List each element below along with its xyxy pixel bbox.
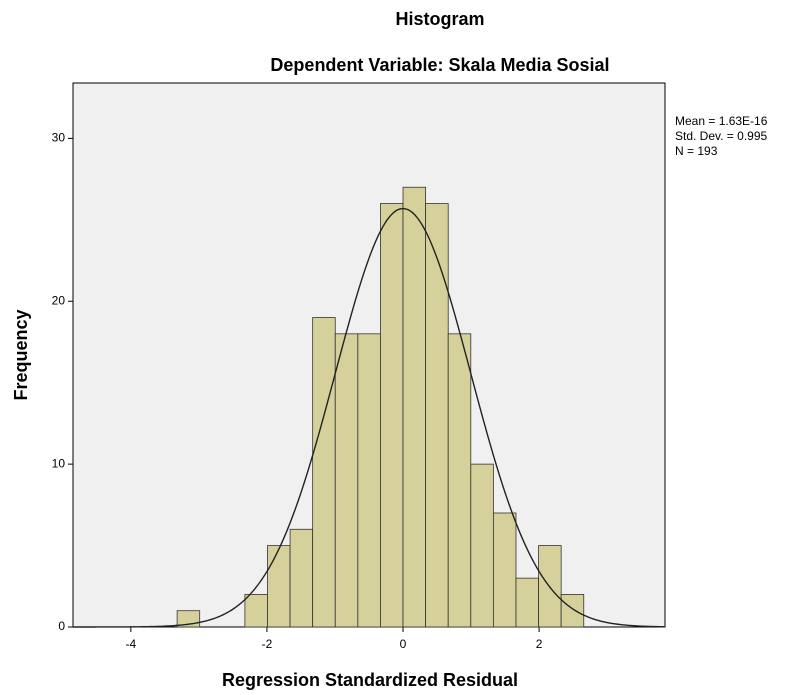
y-axis-label: Frequency xyxy=(11,309,31,400)
bar xyxy=(560,594,585,628)
x-tick-label: 2 xyxy=(536,637,543,651)
x-tick-label: 0 xyxy=(400,637,407,651)
bar xyxy=(470,463,494,628)
bar xyxy=(289,528,314,628)
bar xyxy=(492,512,517,628)
x-tick-label: -2 xyxy=(262,637,273,651)
y-tick-label: 0 xyxy=(58,619,65,633)
bar xyxy=(244,594,268,628)
stat-mean: Mean = 1.63E-16 xyxy=(675,114,768,128)
bar xyxy=(312,317,336,628)
bar xyxy=(402,186,427,628)
bar xyxy=(334,333,359,628)
chart-title: Histogram xyxy=(395,9,484,29)
bar xyxy=(357,333,381,628)
stat-n: N = 193 xyxy=(675,144,718,158)
y-tick-label: 10 xyxy=(52,456,66,470)
y-tick-label: 20 xyxy=(52,293,66,307)
x-tick-label: -4 xyxy=(126,637,137,651)
bar xyxy=(515,577,539,628)
bar xyxy=(447,333,472,628)
bar xyxy=(267,545,291,628)
bar xyxy=(425,203,449,628)
x-axis-label: Regression Standardized Residual xyxy=(222,670,518,690)
y-tick-label: 30 xyxy=(52,131,66,145)
stat-sd: Std. Dev. = 0.995 xyxy=(675,129,767,143)
chart-subtitle: Dependent Variable: Skala Media Sosial xyxy=(270,55,609,75)
bar xyxy=(380,203,404,628)
normal-curve xyxy=(73,207,666,628)
